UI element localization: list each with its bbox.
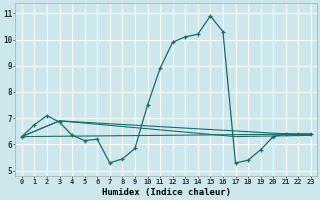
X-axis label: Humidex (Indice chaleur): Humidex (Indice chaleur) — [102, 188, 231, 197]
